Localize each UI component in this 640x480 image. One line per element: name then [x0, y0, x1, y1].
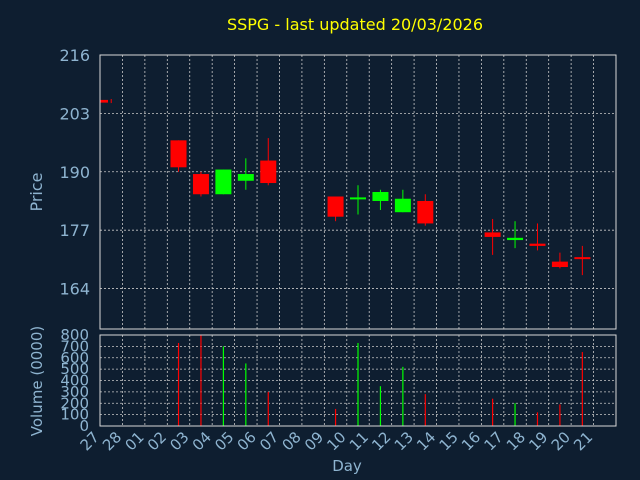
- candle-body: [192, 174, 209, 195]
- candle-body: [170, 140, 187, 168]
- panel-frames: [99, 54, 617, 427]
- volume-tick-label: 400: [60, 372, 89, 390]
- price-panel-frame: [99, 54, 617, 330]
- volume-tick-label: 800: [60, 326, 89, 344]
- candle-body: [260, 160, 277, 184]
- candle-body: [574, 257, 591, 260]
- candles: [100, 99, 591, 276]
- volume-tick-label: 0: [79, 417, 89, 435]
- candle-body: [551, 261, 568, 268]
- price-tick-label: 203: [59, 104, 90, 123]
- volume-tick-label: 100: [60, 406, 89, 424]
- price-tick-label: 177: [59, 221, 90, 240]
- volume-bars: [177, 335, 583, 426]
- x-tick-label: 21: [570, 428, 596, 454]
- volume-axis-label: Volume (0000): [28, 326, 46, 436]
- candle-body: [417, 200, 434, 224]
- price-axis-label: Price: [27, 172, 46, 211]
- candle-body: [327, 196, 344, 217]
- candle-body: [484, 232, 501, 237]
- price-tick-label: 216: [59, 46, 90, 65]
- volume-panel-frame: [99, 334, 617, 427]
- volume-tick-label: 600: [60, 349, 89, 367]
- candle-body: [529, 243, 546, 246]
- price-tick-label: 164: [59, 280, 90, 299]
- candle-body: [100, 99, 108, 103]
- price-tick-label: 190: [59, 163, 90, 182]
- candle-body: [237, 174, 254, 181]
- volume-tick-label: 200: [60, 394, 89, 412]
- volume-tick-label: 300: [60, 383, 89, 401]
- chart-title: SSPG - last updated 20/03/2026: [227, 15, 483, 34]
- candle-body: [215, 169, 232, 195]
- candle-body: [372, 192, 389, 201]
- x-axis-ticks: 2728010203040506070809101112131415161718…: [77, 428, 597, 454]
- x-axis-label: Day: [332, 457, 362, 475]
- candle-body: [350, 197, 366, 200]
- volume-tick-label: 500: [60, 360, 89, 378]
- volume-tick-label: 700: [60, 337, 89, 355]
- candle-body: [394, 198, 411, 213]
- price-axis-ticks: 164 177 190 203 216: [59, 46, 90, 299]
- candle-body: [507, 237, 524, 241]
